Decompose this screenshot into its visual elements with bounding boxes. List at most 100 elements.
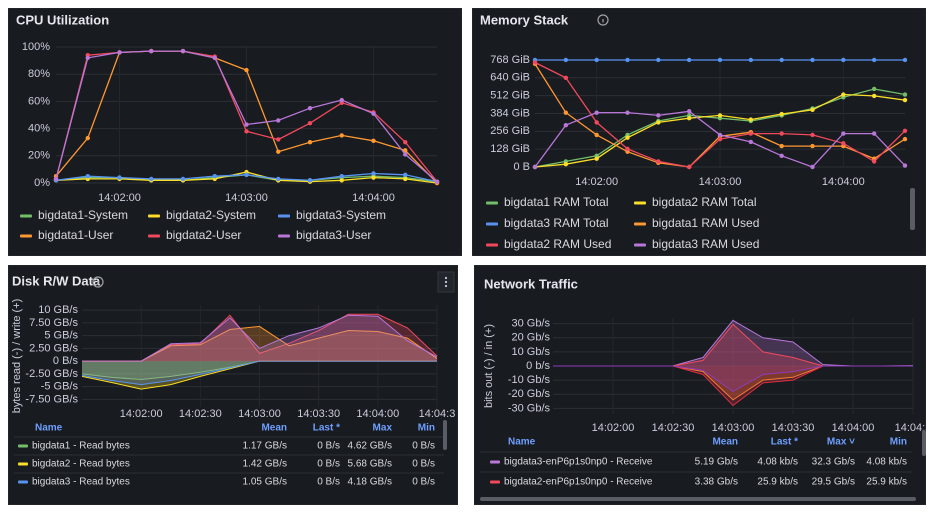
data-point [85, 174, 90, 179]
data-point [434, 179, 440, 184]
info-icon[interactable] [597, 14, 609, 26]
data-point [902, 57, 908, 63]
panel-title: CPU Utilization [16, 12, 109, 27]
table-header[interactable]: Mean [261, 423, 287, 434]
legend-label[interactable]: bigdata2 RAM Used [504, 237, 611, 251]
y-tick-label: 60% [28, 95, 50, 107]
y-tick-label: -20 Gb/s [508, 388, 551, 400]
table-cell: 3.38 Gb/s [695, 477, 738, 488]
y-tick-label: 768 GiB [490, 54, 530, 66]
legend-label[interactable]: bigdata2-User [166, 228, 241, 242]
table-header[interactable]: Name [35, 423, 63, 434]
table-cell: 5.19 Gb/s [695, 457, 738, 468]
legend-swatch[interactable] [486, 243, 498, 247]
table-cell: 0 B/s [412, 459, 435, 470]
y-tick-label: 30 Gb/s [511, 318, 550, 330]
scrollbar[interactable] [443, 420, 447, 450]
panel-title: Memory Stack [480, 12, 569, 27]
series-area [82, 361, 437, 385]
legend-swatch[interactable] [278, 234, 290, 238]
y-axis-label: bits out (-) / in (+) [483, 324, 495, 408]
series-area [553, 324, 913, 366]
scrollbar-horizontal[interactable] [480, 497, 916, 501]
legend-label[interactable]: bigdata3-User [296, 228, 371, 242]
legend-swatch[interactable] [148, 214, 160, 218]
info-icon[interactable] [92, 276, 104, 288]
legend-label[interactable]: bigdata1 RAM Used [652, 216, 759, 230]
data-point [656, 120, 661, 125]
series-area [82, 361, 437, 390]
legend-swatch[interactable] [20, 234, 32, 238]
data-point [339, 174, 344, 179]
table-header[interactable]: Min [418, 423, 435, 434]
table-header[interactable]: Mean [712, 437, 738, 448]
table-cell: 25.9 kb/s [757, 477, 798, 488]
panel-background [474, 265, 926, 505]
plot-area [553, 319, 914, 407]
data-point [371, 111, 376, 116]
data-point [779, 57, 784, 63]
legend-label[interactable]: bigdata1 RAM Total [504, 195, 609, 209]
data-point [212, 174, 217, 179]
data-point [403, 148, 408, 153]
legend-label[interactable]: bigdata3 RAM Total [504, 216, 609, 230]
data-point [748, 139, 754, 145]
table-header[interactable]: Max [373, 423, 393, 434]
legend-swatch[interactable] [634, 243, 646, 247]
table-header[interactable]: Last * [771, 437, 798, 448]
legend-label[interactable]: bigdata2-System [166, 208, 256, 222]
x-tick-label: 14:04:00 [822, 176, 865, 188]
legend-swatch[interactable] [20, 214, 32, 218]
table-name[interactable]: bigdata3-enP6p1s0np0 - Receive [504, 457, 653, 468]
legend-label[interactable]: bigdata3-System [296, 208, 386, 222]
legend-label[interactable]: bigdata1-System [38, 208, 128, 222]
y-tick-label: 640 GiB [490, 72, 530, 84]
data-point [686, 116, 692, 121]
table-cell: 0 B/s [412, 441, 435, 452]
data-point [594, 132, 599, 138]
table-header[interactable]: Max ˅ [827, 437, 855, 448]
series-area [553, 320, 913, 366]
y-tick-label: 40% [28, 123, 50, 135]
legend-swatch[interactable] [634, 222, 646, 226]
table-name[interactable]: bigdata2-enP6p1s0np0 - Receive [504, 477, 653, 488]
data-point [85, 55, 90, 61]
table-name[interactable]: bigdata3 - Read bytes [32, 477, 130, 488]
legend-swatch[interactable] [634, 201, 646, 205]
panel-background [8, 8, 462, 256]
x-tick-label: 14:04:3 [419, 408, 456, 420]
scrollbar[interactable] [910, 188, 915, 230]
legend-swatch[interactable] [486, 222, 498, 226]
table-name[interactable]: bigdata2 - Read bytes [32, 459, 130, 470]
table-header[interactable]: Last * [313, 423, 340, 434]
legend-label[interactable]: bigdata1-User [38, 228, 113, 242]
data-point [563, 162, 569, 167]
legend-swatch[interactable] [148, 234, 160, 238]
table-name[interactable]: bigdata1 - Read bytes [32, 441, 130, 452]
y-axis-label: bytes read (-) / write (+) [11, 299, 23, 414]
legend-swatch[interactable] [486, 201, 498, 205]
y-tick-label: 512 GiB [490, 90, 530, 102]
legend-label[interactable]: bigdata2 RAM Total [652, 195, 757, 209]
data-point [371, 175, 376, 180]
scrollbar[interactable] [922, 430, 926, 456]
series-line [82, 314, 438, 362]
table-header[interactable]: Min [890, 437, 907, 448]
data-point [371, 171, 376, 176]
data-point [779, 131, 784, 136]
series-area [553, 366, 913, 406]
y-tick-label: -2.50 GB/s [25, 368, 78, 380]
data-point [594, 120, 599, 125]
data-point [53, 176, 59, 182]
table-cell: 0 B/s [317, 441, 340, 452]
legend-swatch[interactable] [278, 214, 290, 218]
x-tick-label: 14:02:30 [179, 408, 222, 420]
table-header[interactable]: Name [508, 437, 536, 448]
data-point [244, 129, 249, 134]
series-line [553, 365, 913, 392]
plot-area [53, 48, 440, 186]
x-tick-label: 14:03:00 [712, 422, 755, 434]
data-point [594, 110, 599, 115]
legend-label[interactable]: bigdata3 RAM Used [652, 237, 759, 251]
series-area [553, 366, 913, 400]
